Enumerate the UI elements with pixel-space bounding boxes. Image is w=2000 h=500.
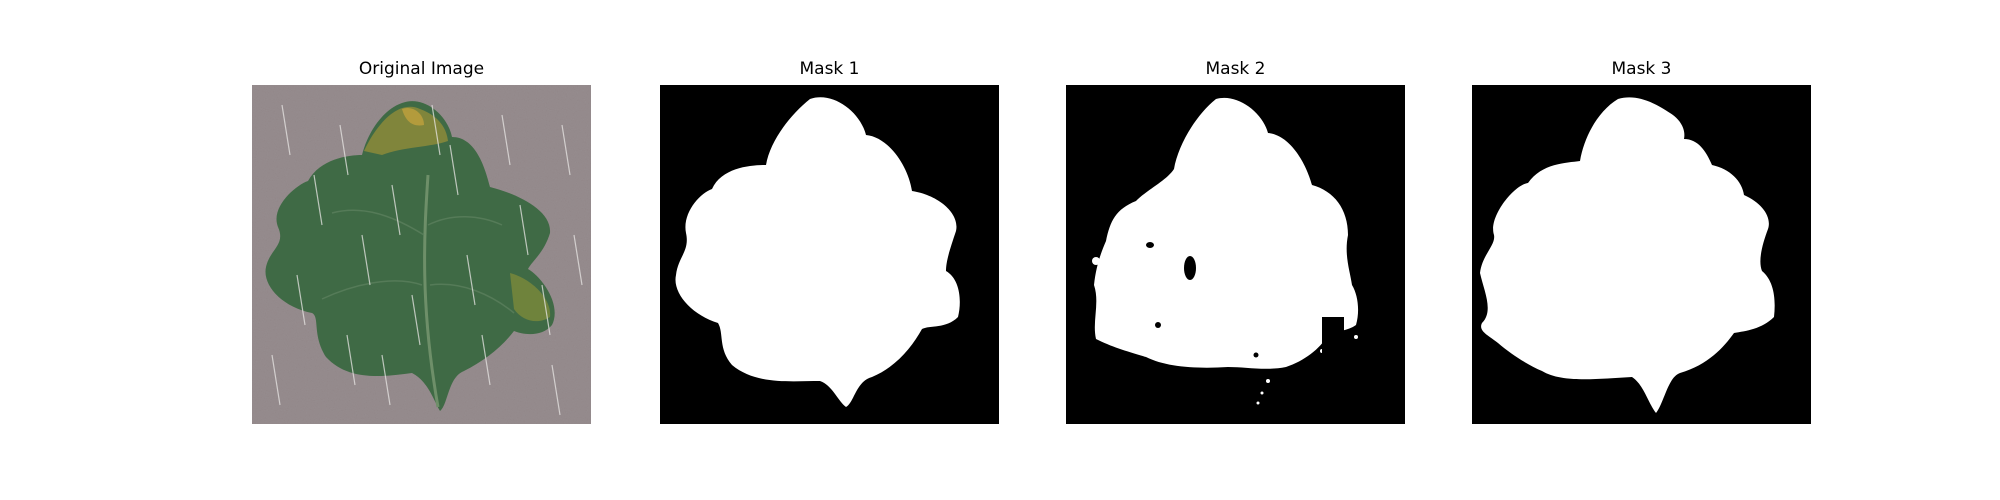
panel-mask-3: Mask 3: [1472, 57, 1811, 424]
original-image: [252, 85, 591, 424]
panel-title-original-image: Original Image: [358, 59, 485, 79]
panel-title-mask-1: Mask 1: [799, 59, 860, 79]
panel-original-image: Original Image: [252, 57, 591, 424]
mask-1: [660, 85, 999, 424]
panel-mask-1: Mask 1: [660, 57, 999, 424]
rain-streaks: [271, 104, 583, 416]
mask-2-region: [1092, 97, 1359, 405]
mask-1-region: [675, 97, 960, 407]
mask-2-image: [1066, 85, 1405, 424]
panel-mask-2: Mask 2: [1066, 57, 1405, 424]
leaf-photo: [252, 85, 591, 424]
mask-3: [1472, 85, 1811, 424]
mask-2-holes: [1146, 242, 1344, 363]
mask-3-region: [1480, 97, 1775, 413]
panel-title-mask-3: Mask 3: [1611, 59, 1672, 79]
panel-title-mask-2: Mask 2: [1205, 59, 1266, 79]
mask-3-image: [1472, 85, 1811, 424]
leaf-shape: [265, 101, 555, 411]
mask-1-image: [660, 85, 999, 424]
mask-2: [1066, 85, 1405, 424]
